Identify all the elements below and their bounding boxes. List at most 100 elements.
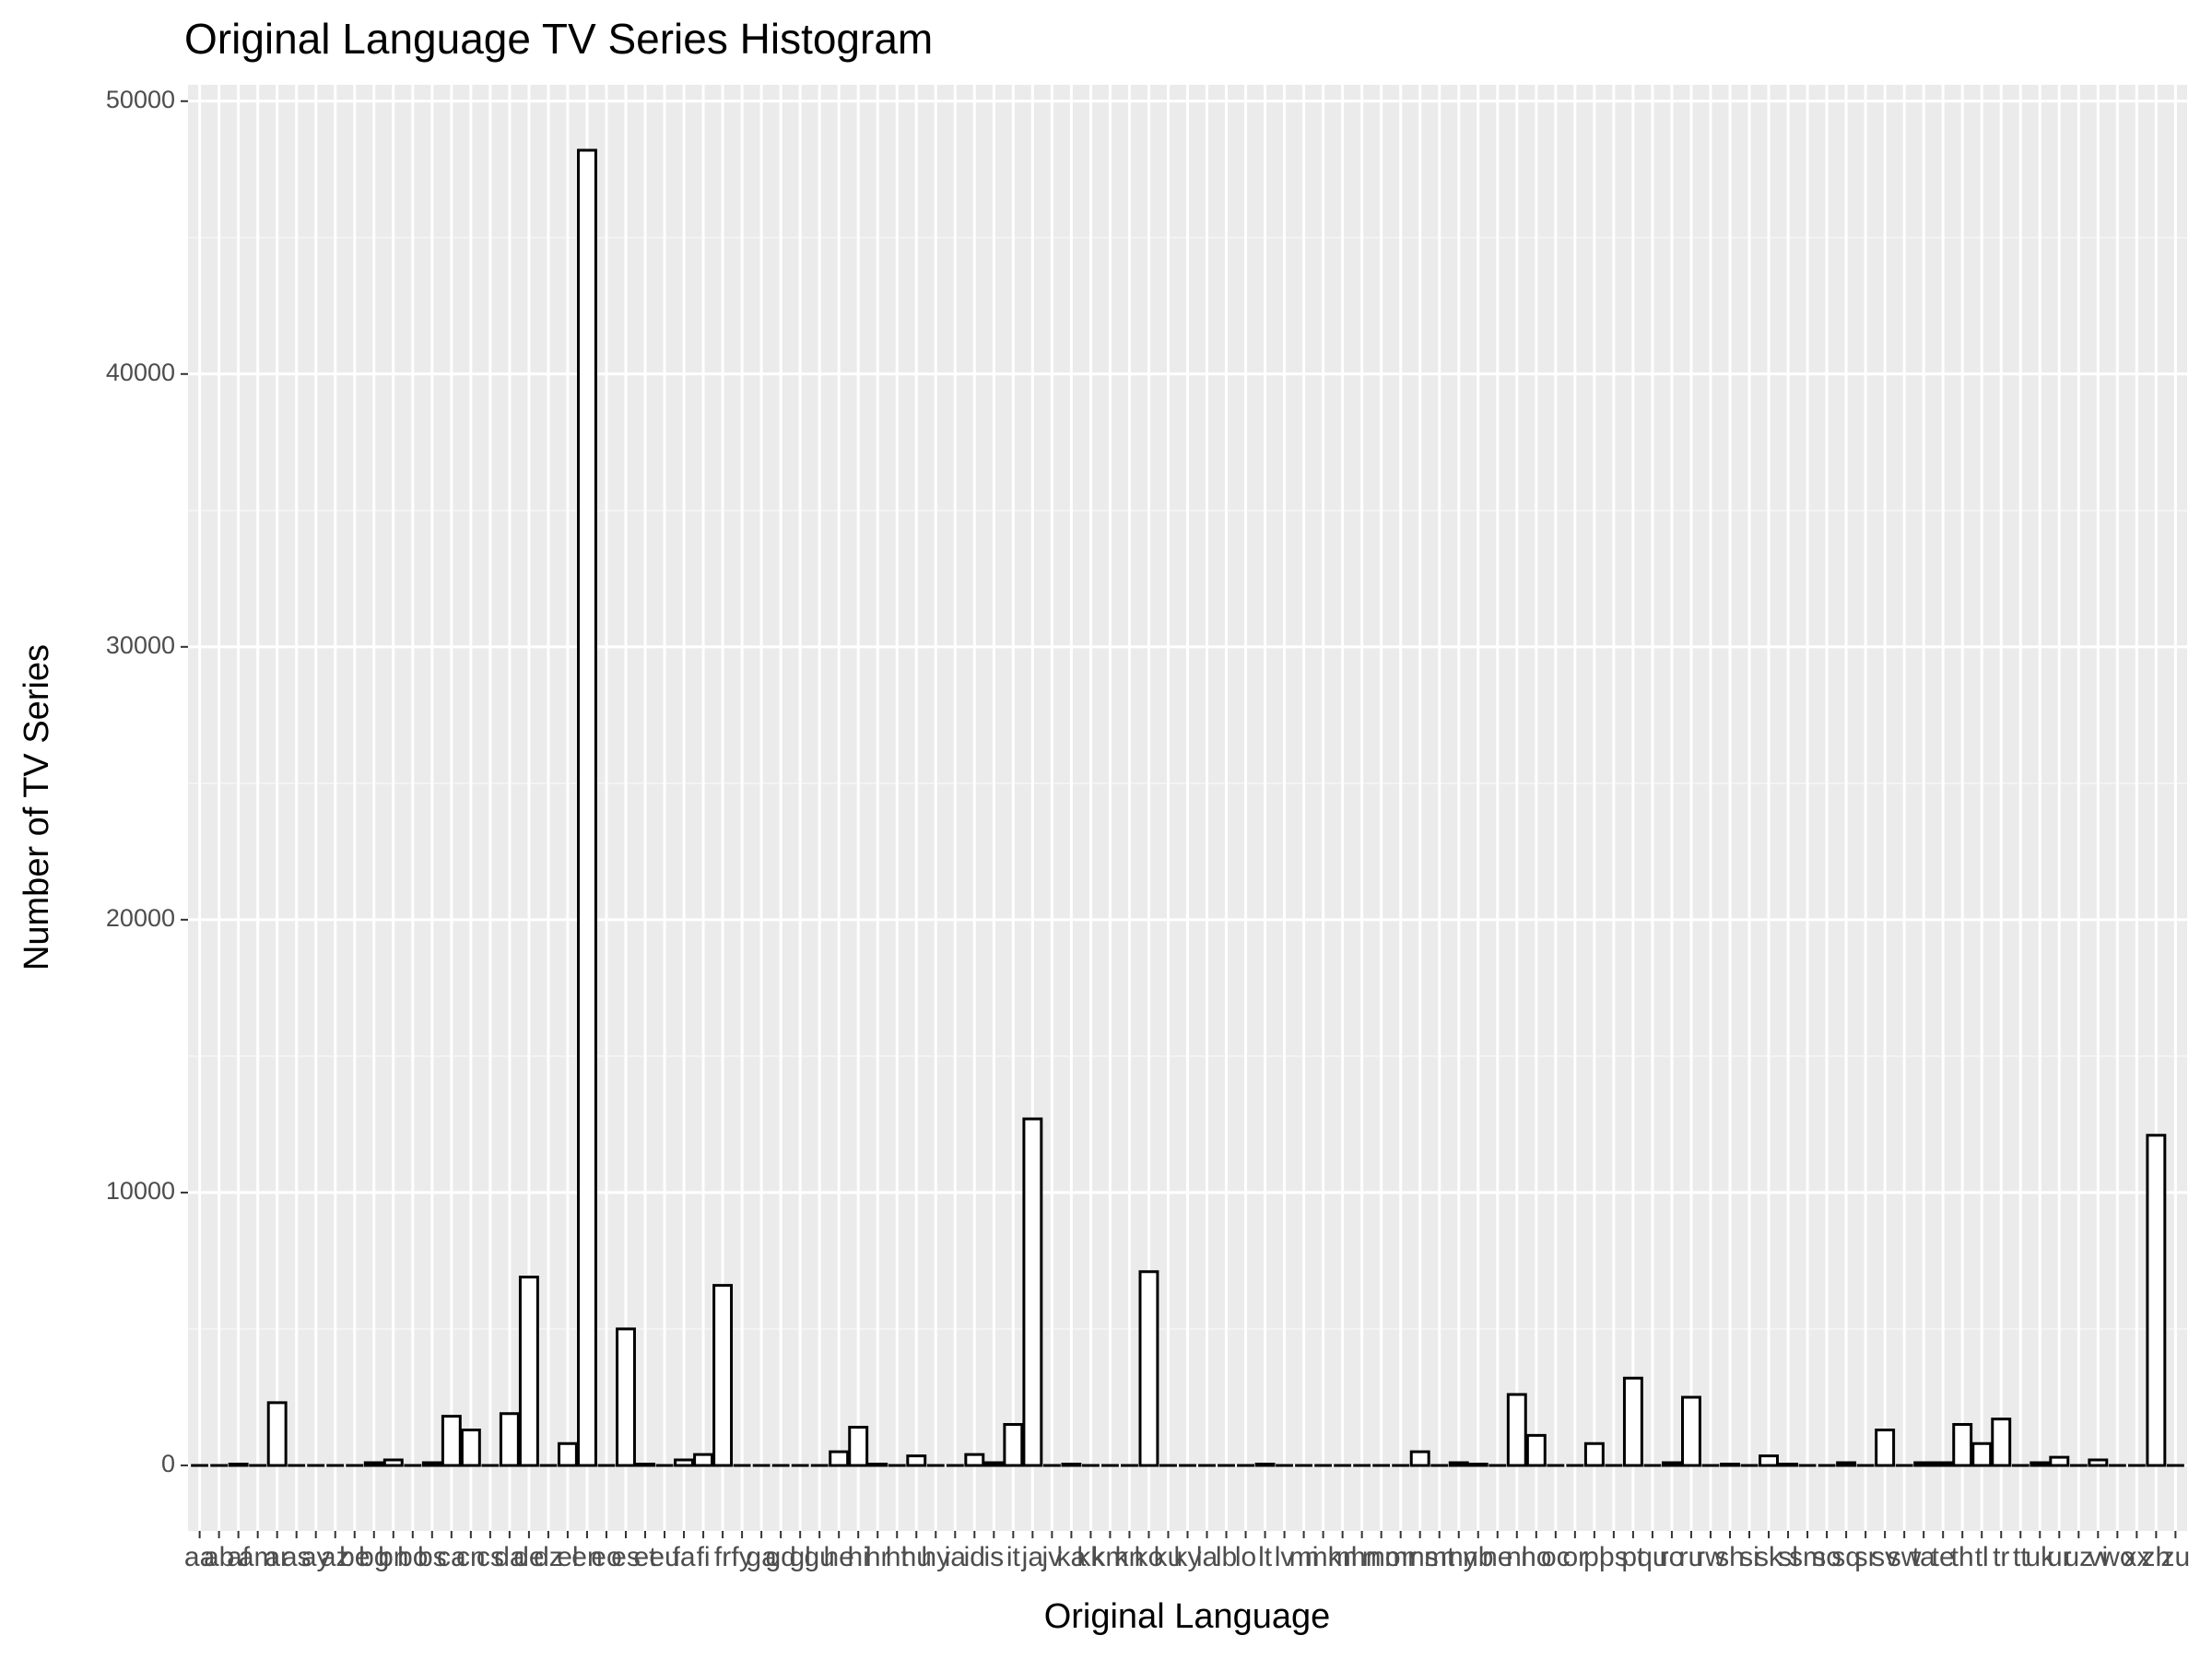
- x-tick-label: tr: [1993, 1542, 2009, 1572]
- x-tick-label: ht: [886, 1542, 910, 1572]
- x-tick-label: ar: [265, 1542, 289, 1572]
- x-tick-label: ms: [1402, 1542, 1439, 1572]
- x-tick-label: aa: [184, 1542, 216, 1572]
- x-tick-label: cs: [477, 1542, 504, 1572]
- bar: [635, 1462, 655, 1467]
- x-tick-label: cn: [456, 1542, 486, 1572]
- bar: [228, 1462, 249, 1467]
- x-tick-label: et: [633, 1542, 657, 1572]
- x-tick-label: mn: [1343, 1542, 1382, 1572]
- bar: [2146, 1134, 2167, 1467]
- x-tick-label: bn: [378, 1542, 408, 1572]
- bar: [983, 1461, 1005, 1467]
- x-tick-label: rw: [1696, 1542, 1725, 1572]
- x-tick-label: bs: [418, 1542, 447, 1572]
- x-tick-label: uk: [2025, 1542, 2055, 1572]
- bar: [1681, 1395, 1701, 1467]
- x-tick-label: it: [1006, 1542, 1021, 1572]
- x-tick-label: qu: [1637, 1542, 1667, 1572]
- x-tick-label: so: [1812, 1542, 1841, 1572]
- y-tick-label: 20000: [106, 904, 175, 932]
- x-tick-label: ml: [1328, 1542, 1358, 1572]
- bar: [616, 1327, 636, 1467]
- bar: [557, 1441, 578, 1467]
- x-tick-label: dz: [534, 1542, 563, 1572]
- bar: [964, 1453, 985, 1467]
- x-tick-label: as: [282, 1542, 312, 1572]
- bar: [363, 1461, 384, 1467]
- bar: [1875, 1428, 1896, 1467]
- bar: [1991, 1418, 2012, 1467]
- bar: [1003, 1423, 1024, 1467]
- x-tick-label: vi: [2088, 1542, 2108, 1572]
- x-tick-label: ro: [1660, 1542, 1685, 1572]
- x-tick-label: hi: [848, 1542, 869, 1572]
- bar: [1836, 1461, 1857, 1467]
- x-tick-label: uz: [2064, 1542, 2093, 1572]
- x-tick-label: fa: [673, 1542, 696, 1572]
- y-tick-label: 50000: [106, 86, 175, 113]
- x-tick-label: de: [513, 1542, 544, 1572]
- x-tick-label: tl: [1975, 1542, 1989, 1572]
- y-tick-label: 40000: [106, 359, 175, 386]
- bar: [382, 1458, 404, 1467]
- bar: [1022, 1117, 1043, 1467]
- bar: [1506, 1393, 1527, 1467]
- x-tick-label: ga: [746, 1542, 777, 1572]
- x-tick-label: bg: [359, 1542, 389, 1572]
- x-tick-label: my: [1441, 1542, 1477, 1572]
- bar: [518, 1276, 539, 1467]
- x-tick-label: ur: [2047, 1542, 2072, 1572]
- chart-title: Original Language TV Series Histogram: [184, 15, 933, 63]
- bar: [906, 1454, 927, 1467]
- x-tick-label: wo: [2099, 1542, 2135, 1572]
- x-tick-label: or: [1563, 1542, 1588, 1572]
- x-tick-label: ne: [1482, 1542, 1512, 1572]
- bar: [1583, 1441, 1605, 1467]
- y-tick-label: 30000: [106, 631, 175, 659]
- bar: [266, 1401, 288, 1467]
- x-tick-label: sl: [1778, 1542, 1798, 1572]
- x-tick-label: he: [823, 1542, 853, 1572]
- x-tick-label: th: [1951, 1542, 1974, 1572]
- x-tick-label: pt: [1621, 1542, 1645, 1572]
- x-tick-label: ps: [1599, 1542, 1629, 1572]
- x-tick-label: si: [1739, 1542, 1759, 1572]
- x-tick-label: mo: [1362, 1542, 1401, 1572]
- bar: [829, 1450, 850, 1467]
- x-axis-title: Original Language: [1044, 1597, 1331, 1636]
- x-tick-label: mt: [1424, 1542, 1455, 1572]
- x-tick-label: sr: [1854, 1542, 1877, 1572]
- bar: [1759, 1454, 1779, 1467]
- bar: [1061, 1462, 1082, 1467]
- x-tick-label: pl: [1583, 1542, 1605, 1572]
- x-tick-label: sw: [1888, 1542, 1922, 1572]
- x-tick-label: es: [611, 1542, 641, 1572]
- bar: [1971, 1441, 1993, 1467]
- x-tick-label: sh: [1715, 1542, 1745, 1572]
- x-tick-label: oc: [1541, 1542, 1571, 1572]
- bar: [1525, 1433, 1547, 1467]
- x-tick-label: nl: [1506, 1542, 1527, 1572]
- bar: [1254, 1462, 1276, 1467]
- x-tick-label: ab: [204, 1542, 234, 1572]
- bar: [499, 1412, 520, 1467]
- x-tick-label: zh: [2142, 1542, 2171, 1572]
- x-tick-label: ko: [1135, 1542, 1164, 1572]
- x-tick-label: lt: [1258, 1542, 1273, 1572]
- x-tick-label: en: [571, 1542, 602, 1572]
- x-tick-label: da: [494, 1542, 525, 1572]
- bar: [712, 1284, 734, 1467]
- bar: [2049, 1455, 2070, 1467]
- x-tick-label: az: [321, 1542, 350, 1572]
- x-tick-label: ca: [437, 1542, 466, 1572]
- bar: [1720, 1462, 1740, 1467]
- x-tick-label: ky: [1174, 1542, 1202, 1572]
- x-tick-label: no: [1521, 1542, 1551, 1572]
- x-tick-label: af: [227, 1542, 251, 1572]
- x-tick-label: kn: [1115, 1542, 1145, 1572]
- bar: [1778, 1462, 1798, 1467]
- x-tick-label: sk: [1755, 1542, 1783, 1572]
- x-tick-label: hy: [921, 1542, 950, 1572]
- x-tick-label: kk: [1077, 1542, 1105, 1572]
